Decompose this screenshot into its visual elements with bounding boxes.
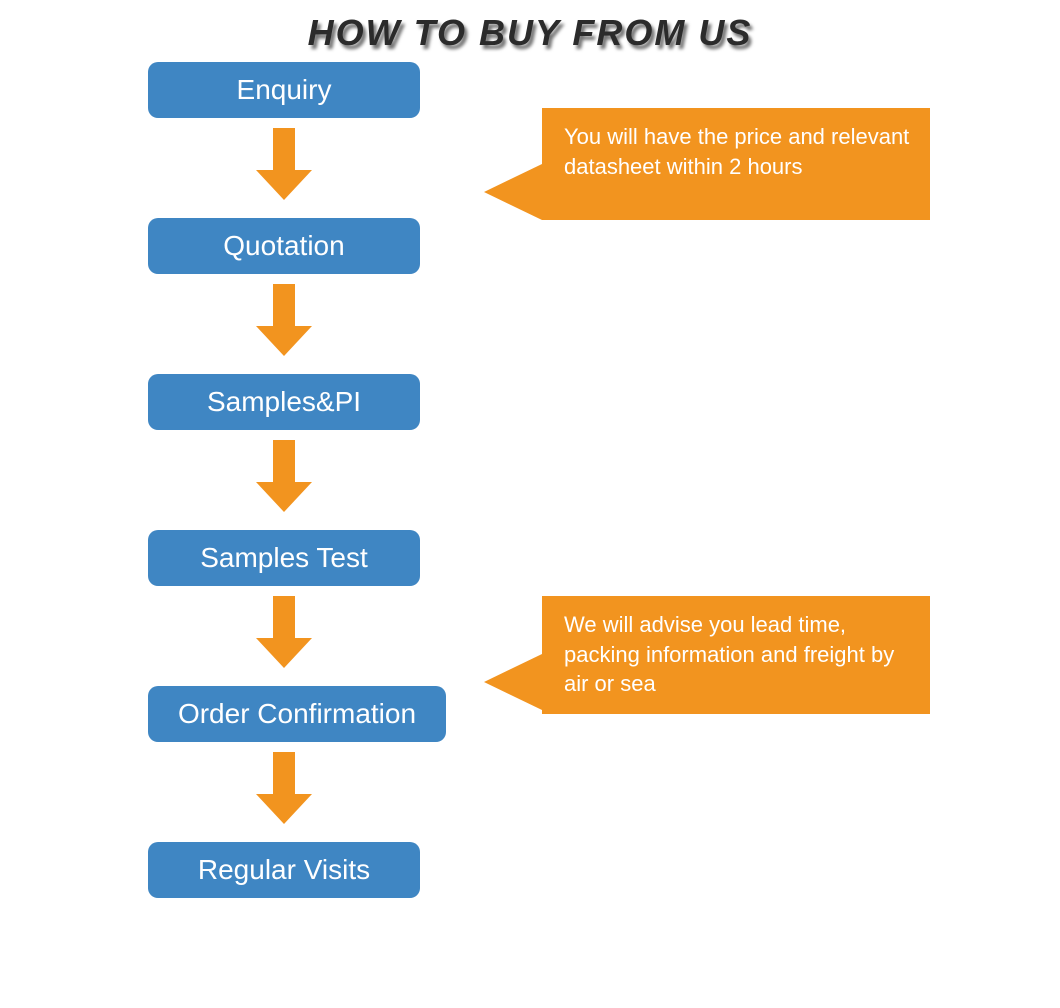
arrow-down-icon xyxy=(256,284,312,356)
step-order-confirmation: Order Confirmation xyxy=(148,686,446,742)
step-regular-visits: Regular Visits xyxy=(148,842,420,898)
step-enquiry: Enquiry xyxy=(148,62,420,118)
page-title: HOW TO BUY FROM US xyxy=(0,12,1060,54)
step-label: Regular Visits xyxy=(198,854,370,886)
step-samples-pi: Samples&PI xyxy=(148,374,420,430)
step-label: Enquiry xyxy=(237,74,332,106)
arrow-down-icon xyxy=(256,440,312,512)
callout-quotation: You will have the price and relevant dat… xyxy=(484,108,930,220)
arrow-down-icon xyxy=(256,596,312,668)
arrow-down-icon xyxy=(256,752,312,824)
speech-pointer-icon xyxy=(484,654,542,710)
step-label: Quotation xyxy=(223,230,344,262)
speech-pointer-icon xyxy=(484,164,542,220)
step-samples-test: Samples Test xyxy=(148,530,420,586)
step-label: Samples Test xyxy=(200,542,368,574)
callout-text: We will advise you lead time, packing in… xyxy=(564,612,894,696)
callout-order-confirmation: We will advise you lead time, packing in… xyxy=(484,596,930,714)
step-label: Order Confirmation xyxy=(178,698,416,730)
step-quotation: Quotation xyxy=(148,218,420,274)
step-label: Samples&PI xyxy=(207,386,361,418)
flowchart-canvas: HOW TO BUY FROM US Enquiry Quotation Sam… xyxy=(0,0,1060,1008)
callout-text: You will have the price and relevant dat… xyxy=(564,124,909,179)
arrow-down-icon xyxy=(256,128,312,200)
